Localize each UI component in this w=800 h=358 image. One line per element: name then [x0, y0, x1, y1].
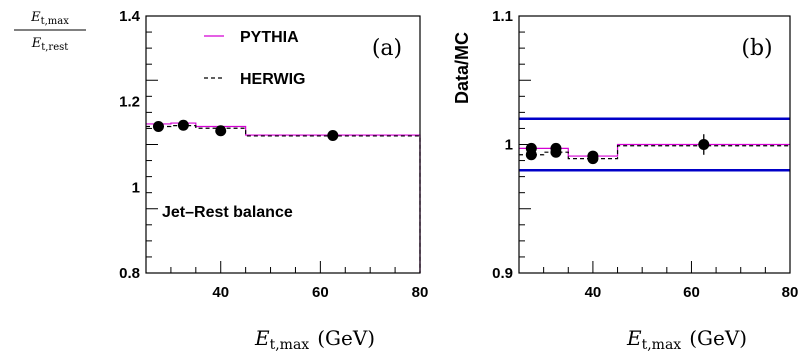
- data-point: [525, 149, 537, 161]
- y-tick-label: 1.4: [119, 8, 141, 25]
- data-point: [215, 125, 227, 137]
- data-point: [587, 153, 599, 165]
- xlabel-sub: t,max: [642, 337, 682, 353]
- data-point: [177, 119, 189, 131]
- herwig-histogram: [519, 145, 790, 160]
- y-tick-label: 0.9: [492, 265, 513, 282]
- panel-a-legend: PYTHIA HERWIG: [204, 29, 305, 88]
- x-tick-label: 80: [782, 284, 799, 301]
- pythia-histogram: [146, 122, 421, 273]
- y-tick-label: 0.8: [119, 265, 140, 282]
- panel-a-label: (a): [372, 36, 402, 61]
- svg-text:Et,rest: Et,rest: [31, 36, 69, 53]
- xlabel-sub: t,max: [270, 337, 310, 353]
- legend-herwig-label: HERWIG: [240, 71, 305, 88]
- x-tick-label: 80: [412, 284, 429, 301]
- panel-b-xlabel: Et,max (GeV): [626, 326, 747, 353]
- legend-pythia-label: PYTHIA: [240, 29, 299, 46]
- xlabel-unit: (GeV): [317, 326, 375, 350]
- y-tick-label: 1.2: [119, 94, 140, 111]
- data-point: [327, 130, 339, 142]
- plot-frame: [518, 15, 791, 274]
- panel-a-plot: 40 60 80 0.8 1 1.2 1.4: [119, 8, 428, 301]
- x-tick-label: 60: [312, 284, 329, 301]
- panel-a-annotation: Jet–Rest balance: [162, 204, 293, 221]
- ylabel-num-sub: t,max: [41, 16, 70, 27]
- ylabel-den-sub: t,rest: [41, 42, 68, 53]
- svg-text:Et,max: Et,max: [30, 10, 69, 27]
- y-tick-label: 1.1: [492, 8, 513, 25]
- panel-a-xlabel: Et,max (GeV): [254, 326, 375, 353]
- xlabel-unit: (GeV): [689, 326, 747, 350]
- data-point: [152, 121, 164, 133]
- pythia-histogram: [519, 143, 790, 157]
- plot-frame: [145, 15, 421, 274]
- data-point: [550, 146, 562, 158]
- panel-a-ylabel: Et,max Et,rest: [14, 10, 86, 53]
- x-tick-label: 40: [585, 284, 602, 301]
- ylabel-den-main: E: [31, 36, 42, 51]
- panel-b-plot: 40 60 80 0.9 1 1.1: [492, 8, 798, 301]
- x-tick-label: 40: [212, 284, 229, 301]
- panel-b-ylabel: Data/MC: [452, 32, 472, 104]
- herwig-histogram: [146, 125, 421, 273]
- x-tick-label: 60: [683, 284, 700, 301]
- ylabel-num-main: E: [30, 10, 41, 25]
- y-tick-label: 1: [505, 137, 513, 154]
- panel-b-label: (b): [741, 36, 772, 61]
- xlabel-main: E: [626, 326, 642, 350]
- data-point: [698, 139, 710, 150]
- xlabel-main: E: [254, 326, 270, 350]
- y-tick-label: 1: [132, 179, 140, 196]
